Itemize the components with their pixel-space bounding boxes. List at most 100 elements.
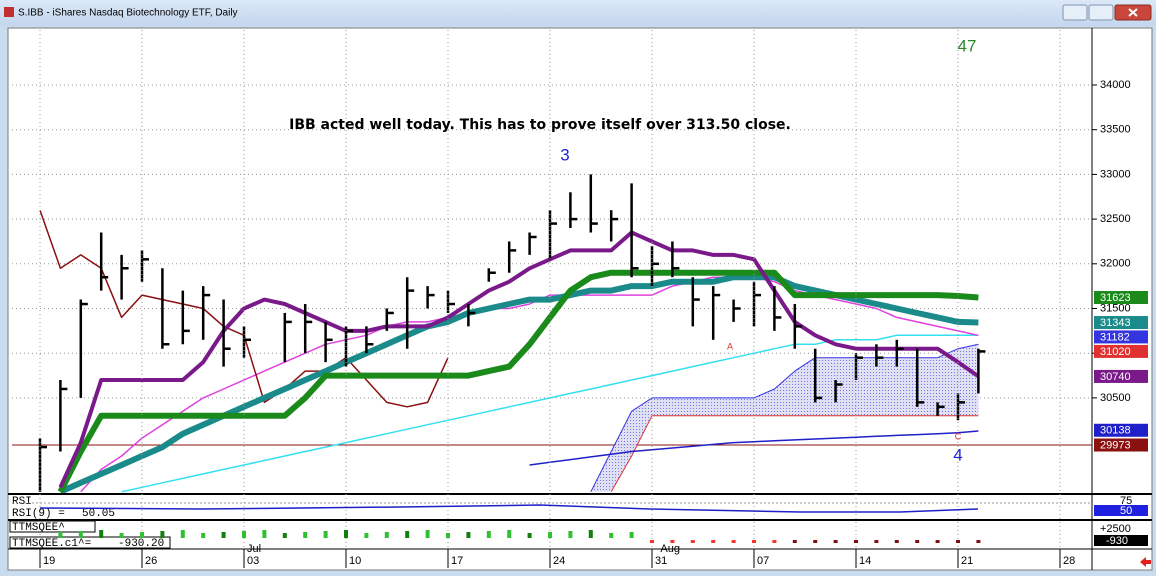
panel-tag: -930 (1106, 535, 1128, 547)
price-tag (1094, 291, 1148, 305)
panel-tag: +2500 (1100, 523, 1131, 535)
squeeze-dot (119, 533, 124, 538)
squeeze-dot (201, 533, 206, 538)
squeeze-dot (446, 533, 450, 538)
price-plot (12, 84, 1092, 493)
price-tag (1094, 438, 1148, 452)
price-tag (1094, 330, 1148, 344)
squeeze-dot (670, 540, 675, 543)
y-tick-label: 30500 (1100, 392, 1131, 404)
squeeze-dot (833, 540, 838, 543)
squeeze-dot (405, 531, 410, 538)
squeeze-dot (282, 533, 287, 538)
squeeze-dot (262, 530, 267, 538)
squeeze-dot (242, 531, 246, 538)
maximize-button[interactable] (1088, 4, 1114, 21)
price-tag (1094, 344, 1148, 358)
title-bar (0, 0, 1156, 26)
panel-readout-label: TTMSQEE.c1^= (12, 538, 91, 550)
wave-label: 47 (958, 36, 977, 55)
squeeze-dot (548, 532, 552, 538)
squeeze-dot (976, 540, 981, 543)
price-tag-label: 31020 (1100, 346, 1131, 358)
wave-label: 3 (560, 145, 569, 164)
squeeze-dot (588, 530, 593, 538)
squeeze-dot (344, 530, 348, 538)
panel-name: TTMSQEE^ (12, 522, 65, 534)
cloud-area (590, 344, 979, 492)
squeeze-dot (78, 531, 83, 538)
squeeze-dot (486, 531, 491, 538)
x-tick-label: 07 (757, 555, 769, 567)
squeeze-dot (364, 533, 369, 538)
y-tick-label: 33000 (1100, 168, 1131, 180)
indicator-line (58, 230, 980, 489)
x-tick-label: 31 (655, 555, 667, 567)
squeeze-dot (160, 531, 165, 538)
squeeze-dot (425, 530, 430, 538)
panel-label-box (9, 536, 171, 549)
squeeze-dot (650, 540, 654, 543)
squeeze-dot (140, 532, 144, 538)
month-label: Jul (247, 543, 261, 555)
squeeze-dot (303, 532, 308, 538)
squeeze-dot (466, 532, 471, 538)
panel-tag-box (1094, 535, 1148, 546)
squeeze-dot (711, 540, 716, 543)
squeeze-dot (609, 533, 614, 538)
window-title: S.IBB - iShares Nasdaq Biotechnology ETF… (18, 8, 238, 19)
squeeze-dot (813, 540, 818, 543)
squeeze-dot (935, 540, 940, 543)
price-tag-label: 31343 (1100, 317, 1131, 329)
chart-frame (7, 27, 1153, 571)
x-tick-label: 03 (247, 555, 259, 567)
indicator-line (121, 334, 979, 493)
month-label: Aug (660, 543, 680, 555)
price-tag (1094, 316, 1148, 330)
x-tick-label: 21 (961, 555, 973, 567)
panel-tag: 50 (1120, 505, 1132, 517)
y-tick-label: 34000 (1100, 79, 1131, 91)
squeeze-dot (568, 531, 573, 538)
scroll-arrow[interactable] (1140, 557, 1151, 567)
y-tick-label: 33500 (1100, 124, 1131, 136)
panel-label-box (9, 520, 96, 533)
x-tick-label: 14 (859, 555, 871, 567)
squeeze-dot (752, 540, 756, 543)
rsi-line (39, 504, 979, 513)
squeeze-dot (221, 532, 226, 538)
squeeze-dot (854, 540, 858, 543)
wave-label: C (955, 431, 962, 441)
x-tick-label: 10 (349, 555, 361, 567)
squeeze-dot (956, 540, 960, 543)
price-tag-label: 31182 (1100, 331, 1130, 343)
x-tick-label: 24 (553, 555, 565, 567)
panel-readout: 50.05 (82, 508, 115, 520)
squeeze-dot (874, 540, 879, 543)
panel-readout-label: RSI(9) = (12, 508, 65, 520)
squeeze-dot (384, 532, 389, 538)
close-icon (1128, 8, 1138, 17)
indicator-line (590, 343, 979, 493)
squeeze-dot (915, 540, 920, 543)
squeeze-dot (180, 530, 185, 538)
price-tag-label: 30138 (1100, 425, 1131, 437)
x-tick-label: 26 (145, 555, 157, 567)
indicator-line (610, 415, 979, 493)
indicator-line (57, 269, 979, 493)
squeeze-dot (507, 530, 512, 538)
price-tag (1094, 423, 1148, 437)
x-tick-label: 17 (451, 555, 463, 567)
wave-label: 4 (953, 445, 962, 464)
squeeze-dot (792, 540, 797, 543)
app-icon (4, 7, 14, 17)
squeeze-dot (323, 531, 328, 538)
minimize-button[interactable] (1062, 4, 1088, 21)
overlay: 3050031000315003200032500330003350034000… (9, 30, 1148, 568)
squeeze-dot (527, 533, 532, 538)
squeeze-dot (58, 532, 63, 538)
squeeze-dot (690, 540, 695, 543)
panel-name: RSI (12, 496, 32, 508)
price-tag (1094, 369, 1148, 383)
panel-readout: -930.20 (118, 538, 164, 550)
